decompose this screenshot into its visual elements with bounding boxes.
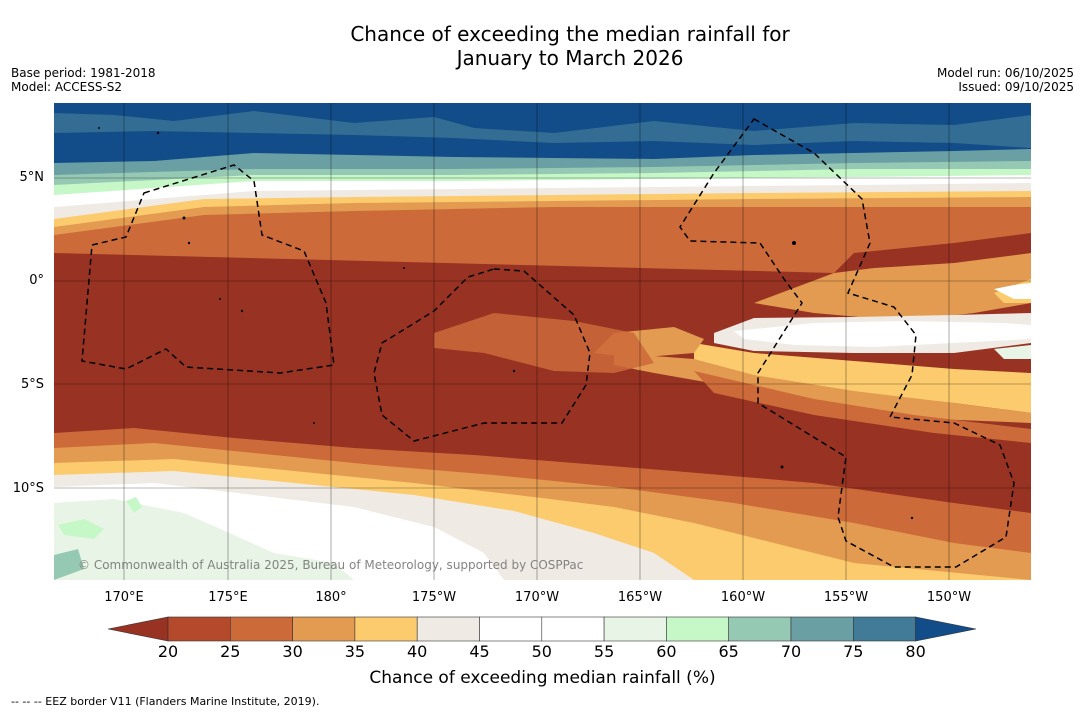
model-run: Model run: 06/10/2025 (936, 66, 1074, 80)
lat-label-10s: 10°S (12, 481, 44, 496)
title-line-2: January to March 2026 (456, 46, 684, 70)
region-east-35 (754, 253, 1031, 321)
lon-label-155w: 155°W (823, 590, 869, 605)
region-central-30 (434, 313, 654, 373)
legend-tick: 20 (157, 642, 179, 661)
copyright-notice: © Commonwealth of Australia 2025, Bureau… (78, 558, 584, 572)
legend-tick: 40 (407, 642, 428, 661)
legend-swatch (230, 616, 293, 642)
rainfall-map (54, 103, 1031, 580)
title-line-1: Chance of exceeding the median rainfall … (350, 22, 790, 46)
legend-swatch (790, 616, 854, 642)
chart-title: Chance of exceeding the median rainfall … (0, 22, 1085, 70)
issued-date: Issued: 09/10/2025 (958, 80, 1074, 94)
eez-borders (81, 118, 1015, 568)
region-south-60b (126, 497, 142, 513)
legend-tick: 35 (344, 642, 366, 661)
base-period: Base period: 1981-2018 (11, 66, 156, 80)
lon-label-180: 180° (315, 590, 347, 605)
region-east-55 (994, 345, 1031, 359)
legend-tick: 70 (780, 642, 802, 661)
lon-label-160w: 160°W (720, 590, 766, 605)
lon-label-165w: 165°W (617, 590, 663, 605)
legend-swatch (167, 616, 231, 642)
graticule (54, 103, 1031, 580)
legend-swatch (603, 616, 667, 642)
region-east-50a (994, 283, 1031, 299)
region-band-30 (54, 207, 1031, 273)
region-east-40b (694, 343, 1031, 413)
islands (98, 127, 914, 520)
eez-footnote: -- -- -- EEZ border V11 (Flanders Marine… (11, 695, 320, 708)
meta-left: Base period: 1981-2018 Model: ACCESS-S2 (11, 66, 156, 94)
lat-label-5s: 5°S (20, 377, 44, 392)
region-teal-north (54, 111, 1031, 148)
legend-tick: 55 (593, 642, 615, 661)
legend-tick: 80 (905, 642, 926, 661)
legend-swatch (541, 616, 605, 642)
model-name: Model: ACCESS-S2 (11, 80, 123, 94)
legend-tick: 30 (282, 642, 303, 661)
legend-tick: 25 (220, 642, 241, 661)
lon-label-175w: 175°W (411, 590, 457, 605)
legend-tick: 65 (718, 642, 739, 661)
legend-tick: 45 (469, 642, 490, 661)
region-east-35b (614, 353, 1031, 423)
legend-swatch (292, 616, 356, 642)
region-south-60a (58, 519, 104, 539)
legend-swatch (354, 616, 418, 642)
legend-title: Chance of exceeding median rainfall (%) (369, 668, 716, 688)
region-east-50b (734, 321, 1031, 347)
legend-extend-low (108, 616, 169, 642)
legend-swatch (416, 616, 480, 642)
legend-swatch (728, 616, 792, 642)
legend-tick: 75 (843, 642, 864, 661)
legend-swatch (479, 616, 543, 642)
legend-extend-high (915, 616, 977, 642)
lon-label-150w: 150°W (926, 590, 972, 605)
meta-right: Model run: 06/10/2025 Issued: 09/10/2025 (937, 66, 1074, 94)
legend-tick: 60 (656, 642, 677, 661)
lon-label-170e: 170°E (104, 590, 144, 605)
legend-tick: 50 (531, 642, 552, 661)
lon-label-170w: 170°W (514, 590, 560, 605)
legend-swatch (852, 616, 916, 642)
region-east-30b (694, 371, 1031, 443)
region-south-55 (54, 499, 354, 580)
legend-colorbar (108, 616, 977, 642)
legend-swatch (666, 616, 730, 642)
lat-label-5n: 5°N (19, 170, 45, 185)
lon-label-175e: 175°E (208, 590, 248, 605)
lat-label-0: 0° (29, 273, 44, 288)
region-south-65 (54, 549, 84, 580)
